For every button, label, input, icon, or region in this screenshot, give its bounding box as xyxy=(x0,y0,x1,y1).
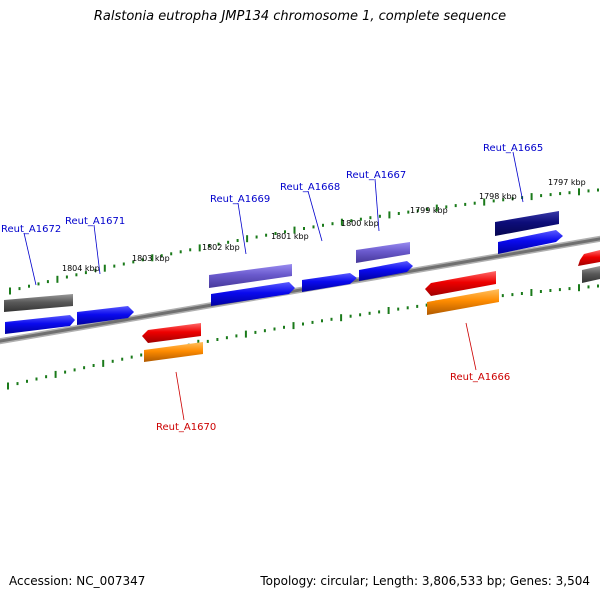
forward-features xyxy=(4,211,600,334)
gene-label-reut-a1670[interactable]: Reut_A1670 xyxy=(156,422,216,433)
label-leaders xyxy=(23,151,524,421)
gene-label-reut-a1669[interactable]: Reut_A1669 xyxy=(210,194,270,205)
leader-line xyxy=(307,190,323,242)
chromosome-backbone-core xyxy=(0,237,600,343)
ruler-label: 1798 kbp xyxy=(479,192,517,201)
feature-gray-bar-edge[interactable] xyxy=(582,266,600,283)
gene-labels: Reut_A1672 Reut_A1671 Reut_A1669 Reut_A1… xyxy=(1,143,543,433)
leader-line xyxy=(93,224,101,275)
ruler-label: 1801 kbp xyxy=(271,232,309,241)
feature-orange-bar-2[interactable] xyxy=(427,289,499,315)
leader-line xyxy=(175,371,185,421)
feature-arrow-reut-a1670[interactable] xyxy=(142,323,201,343)
leader-line xyxy=(465,322,477,371)
feature-purple-bar-2[interactable] xyxy=(356,242,410,263)
map-title: Ralstonia eutropha JMP134 chromosome 1, … xyxy=(93,9,507,24)
feature-arrow-reut-a1665[interactable] xyxy=(498,230,563,254)
feature-orange-bar[interactable] xyxy=(144,342,203,362)
feature-gray-bar[interactable] xyxy=(4,294,73,312)
leader-line xyxy=(23,232,37,286)
leader-line xyxy=(374,178,380,232)
feature-arrow-reut-a1666[interactable] xyxy=(425,271,496,296)
gene-label-reut-a1666[interactable]: Reut_A1666 xyxy=(450,372,510,383)
ruler-label: 1797 kbp xyxy=(548,178,586,187)
feature-purple-bar[interactable] xyxy=(209,264,292,288)
feature-arrow-reut-a1669[interactable] xyxy=(211,282,295,306)
gene-label-reut-a1667[interactable]: Reut_A1667 xyxy=(346,170,406,181)
leader-line xyxy=(237,202,247,255)
feature-arrow-reut-a1671[interactable] xyxy=(77,306,134,325)
ruler-label: 1799 kbp xyxy=(410,206,448,215)
accession-text: Accession: NC_007347 xyxy=(9,574,146,588)
ruler-label: 1803 kbp xyxy=(132,254,170,263)
ruler-label: 1804 kbp xyxy=(62,264,100,273)
ruler-label: 1802 kbp xyxy=(202,243,240,252)
ruler-label: 1800 kbp xyxy=(341,219,379,228)
gene-label-reut-a1672[interactable]: Reut_A1672 xyxy=(1,224,61,235)
gene-label-reut-a1668[interactable]: Reut_A1668 xyxy=(280,182,340,193)
feature-navy-bar[interactable] xyxy=(495,211,559,236)
gene-label-reut-a1671[interactable]: Reut_A1671 xyxy=(65,216,125,227)
reverse-features xyxy=(142,271,499,362)
feature-arrow-reut-a1668[interactable] xyxy=(302,273,357,292)
genome-summary-text: Topology: circular; Length: 3,806,533 bp… xyxy=(260,574,590,588)
gene-label-reut-a1665[interactable]: Reut_A1665 xyxy=(483,143,543,154)
feature-arrow-reut-a1667[interactable] xyxy=(359,261,413,281)
leader-line xyxy=(512,151,524,203)
ruler-labels: 1804 kbp 1803 kbp 1802 kbp 1801 kbp 1800… xyxy=(62,178,586,273)
feature-arrow-edge[interactable] xyxy=(578,250,600,266)
outer-ruler xyxy=(9,188,599,295)
feature-arrow-reut-a1672[interactable] xyxy=(5,315,75,334)
